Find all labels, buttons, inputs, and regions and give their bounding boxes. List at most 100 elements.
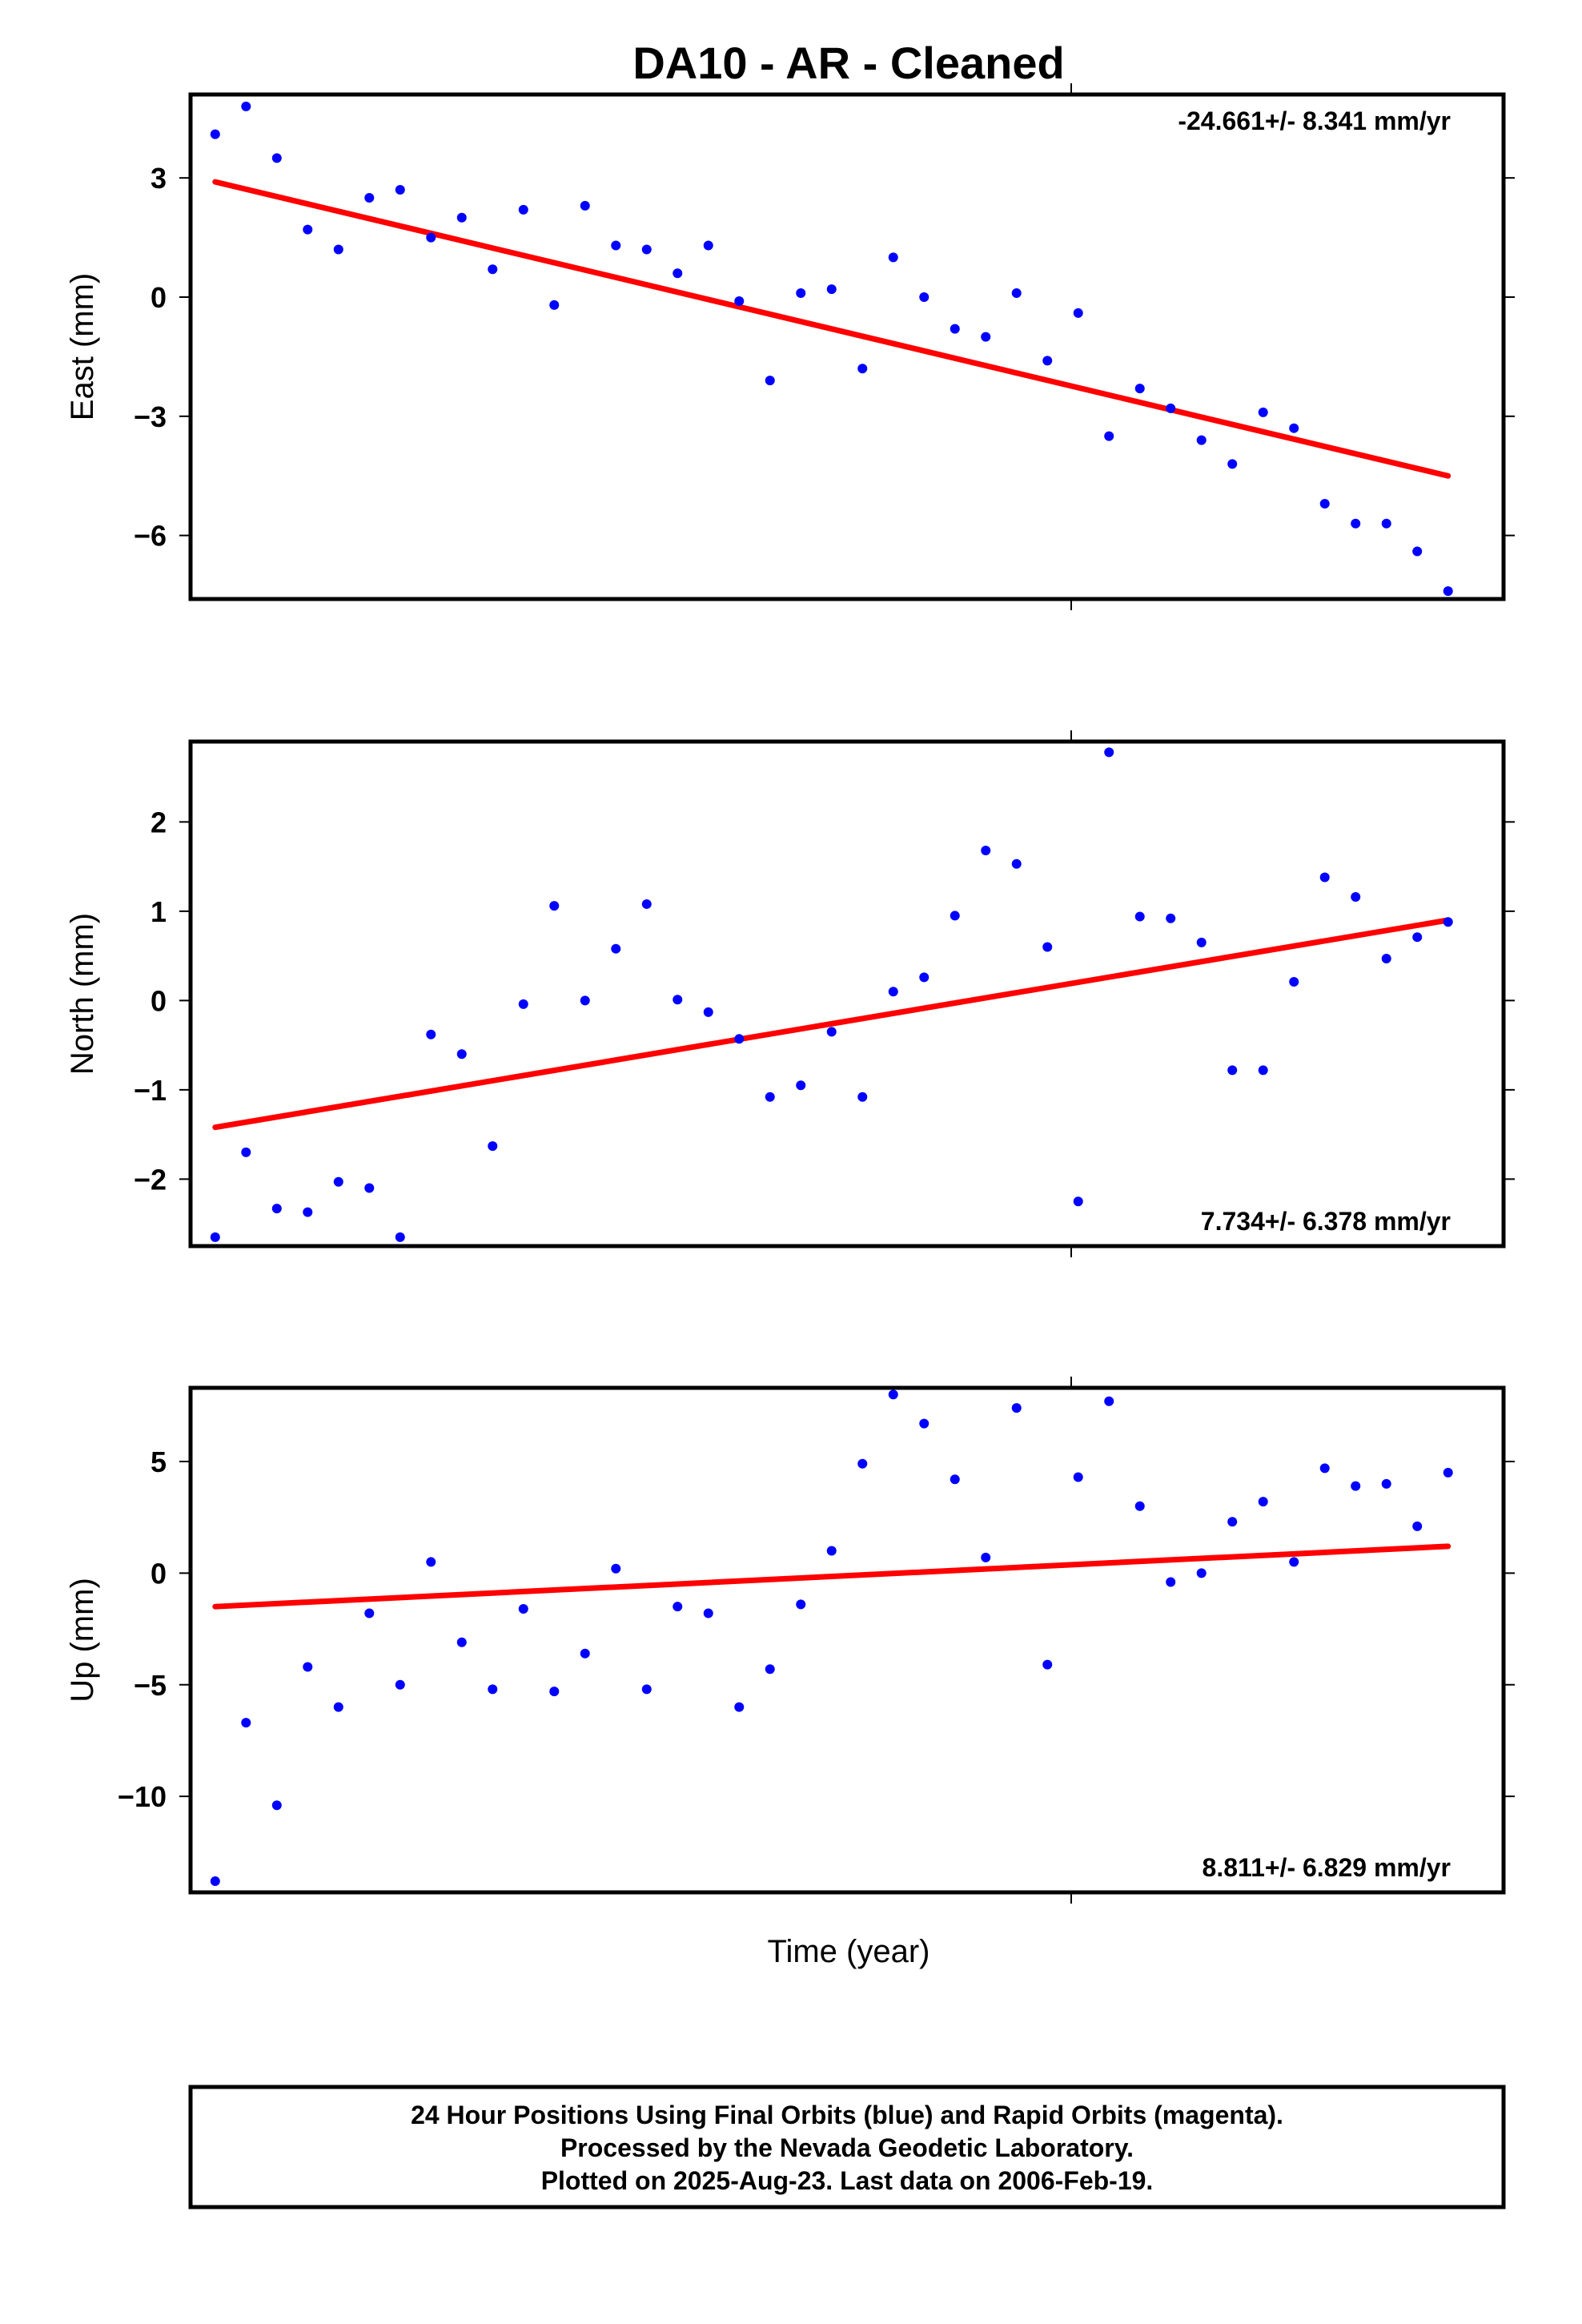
up-data-point [826,1546,837,1556]
east-data-point [1011,288,1022,299]
north-frame [188,739,1506,1248]
panel-north: 2 1 0 −1 −2 North (mm) 7.734+/- 6.378 mm/yr [65,730,1515,1257]
up-data-point [1166,1577,1176,1587]
north-data-point [488,1141,498,1152]
north-data-point [1166,913,1176,923]
plot-panels: 3 0 −3 −6 East (mm) -24.661+/- 8.341 mm/yr 2 1 0… [65,83,1515,1904]
east-data-point [950,324,960,334]
up-data-point [1381,1478,1391,1489]
east-ytick-label: 3 [151,162,167,195]
east-y-axis-label: East (mm) [65,273,100,420]
east-data-point [1104,431,1114,441]
up-data-point [303,1662,313,1672]
up-frame [188,1385,1506,1895]
east-data-point [456,212,467,223]
north-data-point [518,999,528,1009]
north-data-point [426,1029,436,1039]
up-data-point [1042,1659,1053,1670]
up-data-point [765,1664,775,1675]
east-trend-line [212,179,1452,479]
east-data-point [1381,518,1391,529]
up-data-point [1443,1467,1453,1478]
up-data-point [1104,1396,1114,1406]
north-data-point [1443,917,1453,927]
up-ytick-label: −10 [118,1780,167,1813]
east-data-point [981,332,991,342]
north-y-axis-label: North (mm) [65,913,100,1075]
up-data-point [919,1418,930,1429]
up-data-point [210,1876,220,1887]
east-rate-label: -24.661+/- 8.341 mm/yr [1178,107,1451,135]
up-data-point [1134,1501,1145,1511]
up-data-point [673,1602,683,1612]
east-data-point [1073,308,1083,318]
north-data-point [1289,976,1299,987]
up-data-point [1258,1497,1268,1507]
north-rate-label: 7.734+/- 6.378 mm/yr [1201,1207,1451,1236]
north-data-point [673,995,683,1005]
east-data-point [241,101,251,111]
north-data-point [641,899,652,909]
up-y-axis-label: Up (mm) [65,1578,100,1703]
north-data-point [1227,1065,1238,1076]
north-ytick-label: 1 [151,895,167,928]
east-data-point [1227,459,1238,469]
up-data-point [1319,1463,1330,1474]
up-data-point [641,1684,652,1695]
north-data-point [241,1147,251,1157]
east-data-point [734,296,745,306]
up-data-point [1227,1517,1238,1527]
north-trend-line [212,917,1452,1131]
north-data-point [611,943,621,954]
north-data-point [580,995,590,1006]
east-data-point [549,300,560,310]
east-data-point [1289,423,1299,433]
up-data-point [888,1389,898,1400]
east-ytick-label: −6 [134,520,167,553]
east-data-point [826,284,837,295]
up-data-point [1196,1568,1207,1578]
east-data-point [611,240,621,251]
north-data-point [981,846,991,856]
north-data-point [1351,892,1361,903]
east-data-point [1351,518,1361,529]
east-frame [188,92,1506,601]
east-data-point [488,264,498,275]
east-data-point [395,185,405,195]
chart-title: DA10 - AR - Cleaned [632,38,1064,88]
north-data-point [1073,1196,1083,1207]
east-data-point [1134,384,1145,394]
east-data-point [857,364,868,374]
up-data-point [857,1458,868,1469]
north-data-point [857,1092,868,1102]
panel-up: 5 0 −5 −10 Up (mm) 8.811+/- 6.829 mm/yr [65,1377,1515,1904]
north-data-point [456,1049,467,1059]
up-data-point [1073,1472,1083,1482]
north-data-point [826,1027,837,1037]
east-data-point [1042,356,1053,366]
east-data-point [796,288,806,299]
up-data-point [271,1800,282,1811]
north-data-point [765,1092,775,1102]
footer-border [188,2085,1506,2209]
north-data-point [210,1232,220,1242]
up-data-point [395,1679,405,1690]
footer-box: 24 Hour Positions Using Final Orbits (bl… [188,2085,1506,2209]
east-data-point [703,240,713,251]
up-data-point [488,1684,498,1695]
up-data-point [518,1603,528,1614]
up-data-point [1289,1557,1299,1567]
north-data-point [888,987,898,997]
north-data-point [1042,942,1053,952]
up-data-point [333,1702,343,1712]
north-data-point [1104,747,1114,758]
east-data-point [765,376,775,386]
north-data-point [919,972,930,983]
north-ytick-label: −2 [134,1163,167,1196]
north-data-point [1196,937,1207,947]
east-ytick-label: 0 [151,281,167,314]
up-trend-line [212,1543,1452,1610]
east-data-point [1443,586,1453,597]
up-data-point [426,1557,436,1567]
